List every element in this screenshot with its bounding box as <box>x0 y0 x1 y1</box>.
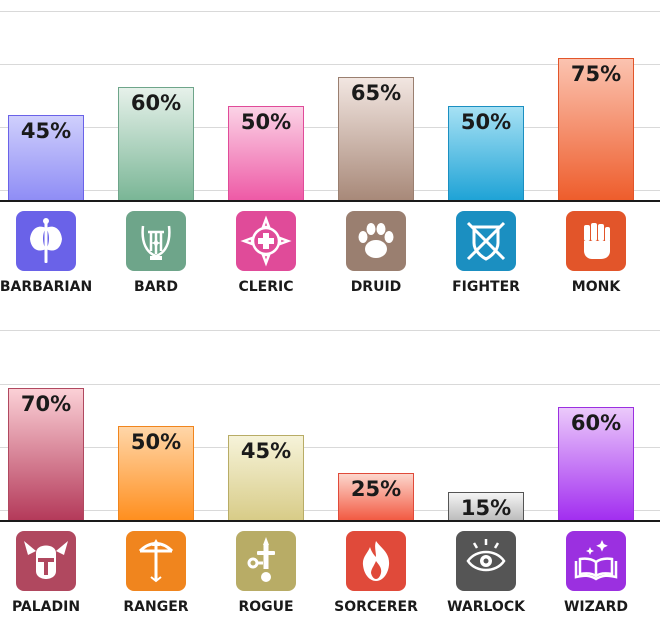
gridline <box>0 384 660 385</box>
bar-bard <box>118 87 194 201</box>
category-label: RANGER <box>123 599 189 615</box>
lyre-icon <box>126 211 186 271</box>
bar-monk <box>558 58 634 201</box>
holy-symbol-icon <box>236 211 296 271</box>
category-label: FIGHTER <box>452 279 520 295</box>
category-label: ROGUE <box>238 599 294 615</box>
bar-value-label: 45% <box>20 119 72 143</box>
bar-value-label: 45% <box>240 439 292 463</box>
gridline <box>0 190 660 191</box>
bar-value-label: 50% <box>240 110 292 134</box>
flame-icon <box>346 531 406 591</box>
category-label: WARLOCK <box>447 599 525 615</box>
all-seeing-eye-icon <box>456 531 516 591</box>
bar-value-label: 50% <box>460 110 512 134</box>
category-label: WIZARD <box>563 599 629 615</box>
gridline <box>0 127 660 128</box>
category-label: SORCERER <box>334 599 418 615</box>
bow-arrow-icon <box>126 531 186 591</box>
x-axis-baseline <box>0 200 660 202</box>
bar-value-label: 50% <box>130 430 182 454</box>
bar-fighter <box>448 106 524 201</box>
bar-value-label: 70% <box>20 392 72 416</box>
bar-value-label: 75% <box>570 62 622 86</box>
bar-value-label: 60% <box>570 411 622 435</box>
bar-druid <box>338 77 414 201</box>
bar-paladin <box>8 388 84 521</box>
gridline <box>0 510 660 511</box>
category-label: MONK <box>571 279 621 295</box>
crossed-sword-shield-icon <box>456 211 516 271</box>
category-label: BARD <box>134 279 178 295</box>
gridline <box>0 11 660 12</box>
category-label: PALADIN <box>11 599 81 615</box>
bar-value-label: 65% <box>350 81 402 105</box>
category-label: BARBARIAN <box>0 279 93 295</box>
winged-helm-icon <box>16 531 76 591</box>
gridline <box>0 64 660 65</box>
bar-value-label: 15% <box>460 496 512 520</box>
category-label: CLERIC <box>238 279 294 295</box>
gridline <box>0 330 660 331</box>
bar-cleric <box>228 106 304 201</box>
fist-icon <box>566 211 626 271</box>
paw-print-icon <box>346 211 406 271</box>
bar-value-label: 60% <box>130 91 182 115</box>
spellbook-icon <box>566 531 626 591</box>
bar-value-label: 25% <box>350 477 402 501</box>
x-axis-baseline <box>0 520 660 522</box>
double-axe-icon <box>16 211 76 271</box>
category-label: DRUID <box>350 279 402 295</box>
dagger-key-icon <box>236 531 296 591</box>
gridline <box>0 447 660 448</box>
